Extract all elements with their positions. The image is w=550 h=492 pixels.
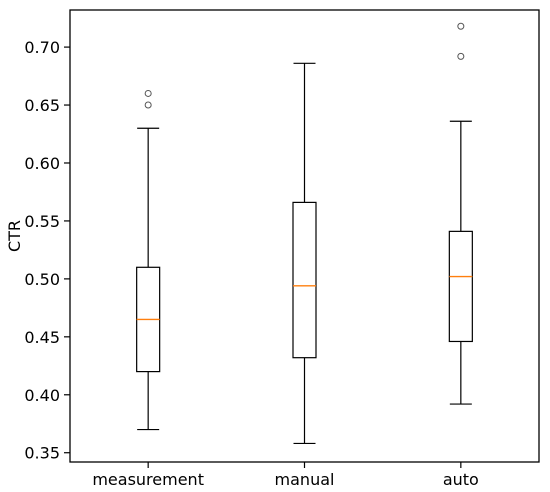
box-measurement bbox=[136, 89, 161, 431]
y-tick-label: 0.50 bbox=[24, 270, 60, 289]
y-tick-label: 0.60 bbox=[24, 154, 60, 173]
y-tick-label: 0.40 bbox=[24, 386, 60, 405]
box-auto bbox=[448, 22, 473, 405]
y-axis-ticks: 0.35 0.40 0.45 0.50 0.55 0.60 0.65 0.70 bbox=[24, 38, 70, 463]
x-tick-label: manual bbox=[275, 470, 335, 489]
box-manual bbox=[292, 62, 317, 445]
y-tick-label: 0.55 bbox=[24, 212, 60, 231]
outlier-point bbox=[144, 89, 152, 97]
y-tick-label: 0.35 bbox=[24, 444, 60, 463]
outlier-point bbox=[144, 101, 152, 109]
y-tick-label: 0.45 bbox=[24, 328, 60, 347]
y-tick-label: 0.65 bbox=[24, 96, 60, 115]
x-tick-label: auto bbox=[443, 470, 479, 489]
iqr-box bbox=[292, 201, 317, 359]
iqr-box bbox=[448, 230, 473, 343]
y-axis-label: CTR bbox=[5, 220, 24, 252]
outlier-point bbox=[457, 22, 465, 30]
outlier-point bbox=[457, 52, 465, 60]
y-tick-label: 0.70 bbox=[24, 38, 60, 57]
x-axis-ticks: measurement manual auto bbox=[92, 462, 479, 489]
boxes-group bbox=[136, 22, 473, 445]
x-tick-label: measurement bbox=[92, 470, 204, 489]
